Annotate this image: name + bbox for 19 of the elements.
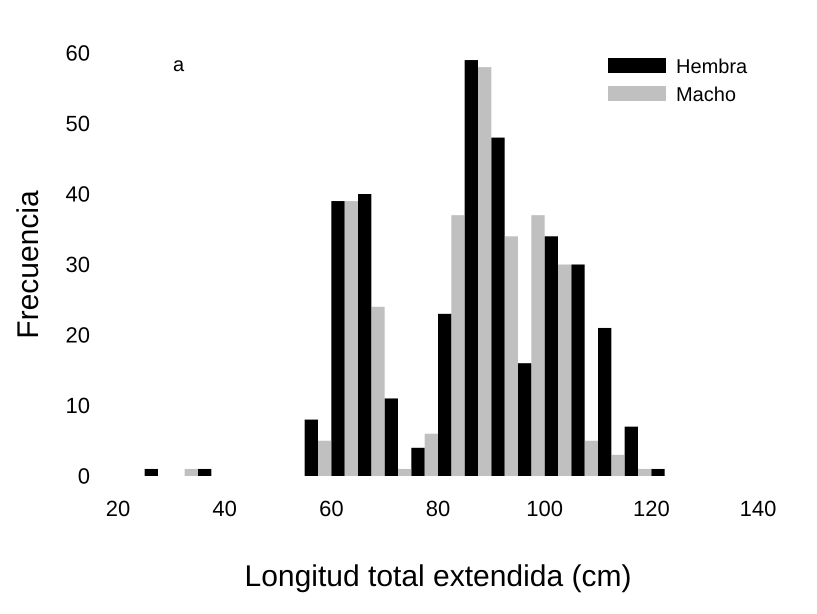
legend-label: Macho — [676, 84, 736, 106]
y-tick-label: 40 — [66, 182, 90, 207]
x-axis-title: Longitud total extendida (cm) — [244, 560, 632, 593]
x-tick-label: 60 — [319, 496, 344, 521]
legend-label: Hembra — [676, 56, 748, 78]
x-tick-label: 80 — [426, 496, 450, 521]
y-axis-title: Frecuencia — [12, 190, 45, 339]
y-tick-label: 60 — [66, 40, 90, 66]
x-tick-label: 140 — [740, 496, 776, 521]
x-tick-label: 40 — [212, 496, 237, 521]
y-tick-label: 0 — [78, 464, 90, 489]
x-tick-label: 120 — [632, 496, 670, 521]
y-tick-label: 30 — [66, 252, 90, 278]
x-tick-label: 20 — [106, 496, 130, 521]
y-tick-label: 10 — [66, 393, 90, 418]
y-tick-label: 50 — [66, 111, 90, 136]
y-tick-label: 20 — [66, 322, 90, 348]
annotation: a — [173, 54, 185, 76]
x-tick-label: 100 — [526, 496, 564, 521]
